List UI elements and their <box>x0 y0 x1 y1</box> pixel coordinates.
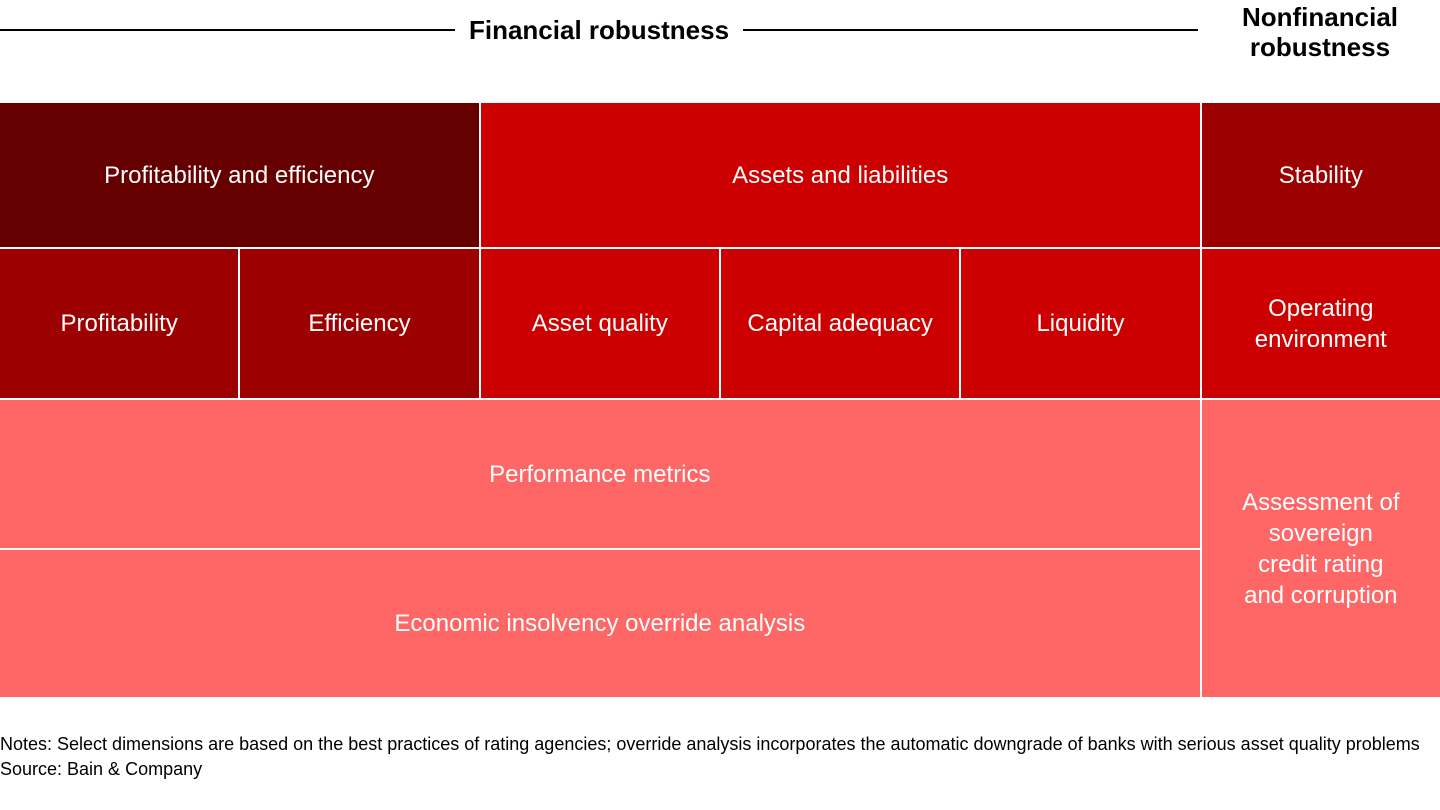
header-rule-right <box>743 29 1199 31</box>
nonfinancial-robustness-title: Nonfinancial robustness <box>1241 2 1398 62</box>
robustness-block-grid: Profitability and efficiency Assets and … <box>0 103 1440 697</box>
block-label: Profitability <box>60 310 178 337</box>
block-profitability-and-efficiency: Profitability and efficiency <box>0 103 479 247</box>
block-label: Assessment of sovereign credit rating an… <box>1242 488 1400 609</box>
block-capital-adequacy: Capital adequacy <box>720 249 960 398</box>
block-efficiency: Efficiency <box>240 249 479 398</box>
source-text: Source: Bain & Company <box>0 759 203 779</box>
block-label: Efficiency <box>308 310 411 337</box>
block-operating-environment: Operating environment <box>1201 249 1440 398</box>
block-asset-quality: Asset quality <box>480 249 719 398</box>
block-performance-metrics: Performance metrics <box>0 400 1200 548</box>
block-economic-insolvency-override-analysis: Economic insolvency override analysis <box>0 550 1200 697</box>
block-label: Capital adequacy <box>747 310 933 337</box>
block-label: Profitability and efficiency <box>104 161 375 189</box>
financial-robustness-header: Financial robustness <box>0 14 1199 46</box>
block-assets-and-liabilities: Assets and liabilities <box>480 103 1200 247</box>
block-stability: Stability <box>1201 103 1440 247</box>
footer-notes: Notes: Select dimensions are based on th… <box>0 732 1440 782</box>
block-assessment-sovereign-credit-rating: Assessment of sovereign credit rating an… <box>1201 400 1440 697</box>
block-label: Liquidity <box>1036 310 1125 337</box>
block-label: Performance metrics <box>489 460 711 488</box>
financial-robustness-title: Financial robustness <box>468 14 730 45</box>
block-liquidity: Liquidity <box>961 249 1200 398</box>
block-label: Economic insolvency override analysis <box>394 610 806 637</box>
block-label: Asset quality <box>531 310 668 337</box>
block-profitability: Profitability <box>0 249 239 398</box>
block-label: Operating environment <box>1254 294 1387 353</box>
block-label: Stability <box>1278 161 1363 189</box>
block-label: Assets and liabilities <box>732 161 949 189</box>
notes-text: Notes: Select dimensions are based on th… <box>0 734 1420 754</box>
header-rule-left <box>0 29 455 31</box>
